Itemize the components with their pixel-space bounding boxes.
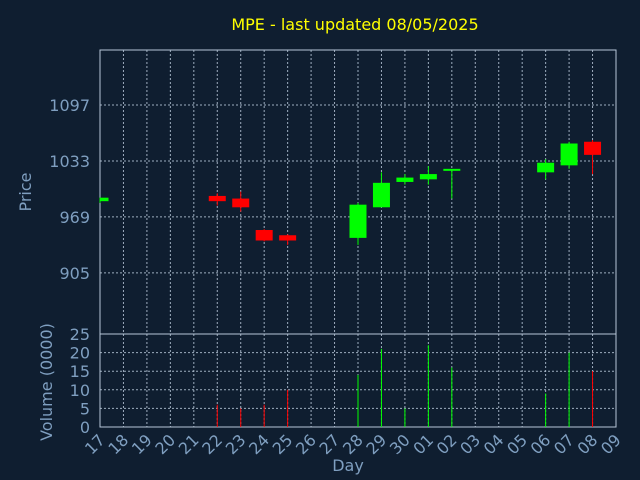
candle-body	[349, 204, 367, 238]
candle-body	[537, 162, 555, 173]
candle-body	[100, 197, 109, 202]
candle-body	[372, 182, 390, 208]
volume-tick-label: 0	[80, 418, 90, 437]
chart-title: MPE - last updated 08/05/2025	[231, 15, 478, 34]
candle-body	[584, 141, 602, 155]
price-tick-label: 1097	[49, 96, 90, 115]
price-axis-label: Price	[16, 172, 35, 211]
candle-body	[560, 143, 578, 166]
candle-body	[396, 177, 414, 182]
x-tick-label: 09	[597, 430, 625, 458]
volume-tick-label: 5	[80, 399, 90, 418]
candle-body	[208, 195, 226, 202]
volume-tick-label: 15	[70, 362, 90, 381]
volume-tick-label: 10	[70, 381, 90, 400]
price-tick-label: 1033	[49, 152, 90, 171]
volume-axis-label: Volume (0000)	[37, 323, 56, 441]
price-tick-label: 905	[59, 264, 90, 283]
candle-body	[443, 168, 461, 171]
candle-body	[419, 174, 437, 180]
price-tick-label: 969	[59, 208, 90, 227]
candle-body	[279, 235, 297, 241]
volume-tick-label: 20	[70, 344, 90, 363]
price-panel: 905 969 1033 1097	[49, 49, 617, 335]
volume-tick-label: 25	[70, 325, 90, 344]
x-axis-label: Day	[332, 456, 364, 475]
candle-body	[232, 198, 250, 208]
candle-body	[255, 230, 273, 241]
